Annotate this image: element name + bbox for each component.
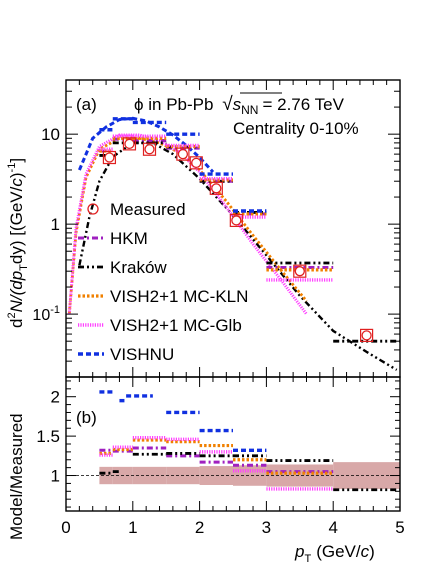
measured-syst-box <box>293 264 307 278</box>
measured-point <box>177 148 189 160</box>
legend-label-hkm: HKM <box>110 229 148 248</box>
measured-syst-box <box>102 150 117 165</box>
legend-label-vish2-1-mc-kln: VISH2+1 MC-KLN <box>110 287 248 306</box>
x-tick-label: 5 <box>395 518 404 537</box>
legend-marker-measured <box>87 203 99 215</box>
collision-annotation: ϕ in Pb-Pb √sNN = 2.76 TeV <box>134 94 345 117</box>
uncertainty-band-bin <box>132 466 167 485</box>
measured-syst-box <box>229 213 243 228</box>
y-axis-label-spectrum: d2N/(dpTdy) [(GeV/c)-1] <box>6 158 30 328</box>
centrality-label: Centrality 0-10% <box>233 119 359 138</box>
measured-point <box>361 330 372 341</box>
measured-point <box>231 215 242 226</box>
measured-points <box>102 137 374 342</box>
measured-syst-box <box>122 137 137 151</box>
x-tick-label: 4 <box>328 518 337 537</box>
measured-syst-box <box>189 156 203 170</box>
y-tick-label-ratio: 1 <box>51 467 60 486</box>
y-tick-label-spectrum: 10-1 <box>32 304 60 324</box>
x-tick-label: 2 <box>195 518 204 537</box>
ratio-panel: 1 1.5 2 0 1 2 3 4 5 (b) <box>36 376 405 537</box>
ratio-ticks: 1 1.5 2 0 1 2 3 4 5 <box>36 377 405 537</box>
measured-point <box>144 144 155 155</box>
legend-label-vishnu: VISHNU <box>110 345 174 364</box>
spectrum-ticks: 10-1 1 10 <box>32 79 401 378</box>
legend-label-vish2-1-mc-glb: VISH2+1 MC-Glb <box>110 316 242 335</box>
x-tick-label: 0 <box>61 518 70 537</box>
vish2-1-mc-glb-curve <box>67 133 308 315</box>
krakow-curve <box>78 141 398 371</box>
measured-syst-box <box>176 147 190 161</box>
axis-labels: d2N/(dpTdy) [(GeV/c)-1] Model/Measured p… <box>6 158 375 565</box>
panel-a-label: (a) <box>76 95 97 114</box>
y-tick-label-spectrum: 1 <box>51 215 60 234</box>
ratio-model-steps <box>99 390 400 492</box>
measured-syst-box <box>209 181 223 195</box>
uncertainty-band-bin <box>266 464 334 487</box>
measured-syst-box <box>360 328 374 342</box>
measured-syst-box <box>142 142 157 156</box>
y-tick-label-ratio: 1.5 <box>36 427 60 446</box>
vish2-1-mc-kln-curve <box>67 136 308 315</box>
legend-label-measured: Measured <box>110 200 186 219</box>
y-axis-label-ratio: Model/Measured <box>7 413 26 540</box>
x-tick-label: 3 <box>262 518 271 537</box>
legend: Measured HKM Kraków VISH2+1 MC-KLN VISH2+1 M… <box>78 200 248 364</box>
y-tick-label-ratio: 2 <box>51 388 60 407</box>
x-axis-label: pT (GeV/c) <box>294 542 375 565</box>
measured-point <box>124 138 135 150</box>
measured-point <box>104 152 115 163</box>
measured-point <box>191 157 202 168</box>
x-tick-label: 1 <box>128 518 137 537</box>
legend-label-krakow: Kraków <box>110 258 167 277</box>
measured-point <box>211 183 222 194</box>
y-tick-label-spectrum: 10 <box>41 125 60 144</box>
spectrum-panel: 10-1 1 10 (a) ϕ in Pb-Pb √sNN = 2.76 TeV Ce… <box>32 79 401 378</box>
panel-b-label: (b) <box>76 408 97 427</box>
measured-point <box>294 266 305 277</box>
